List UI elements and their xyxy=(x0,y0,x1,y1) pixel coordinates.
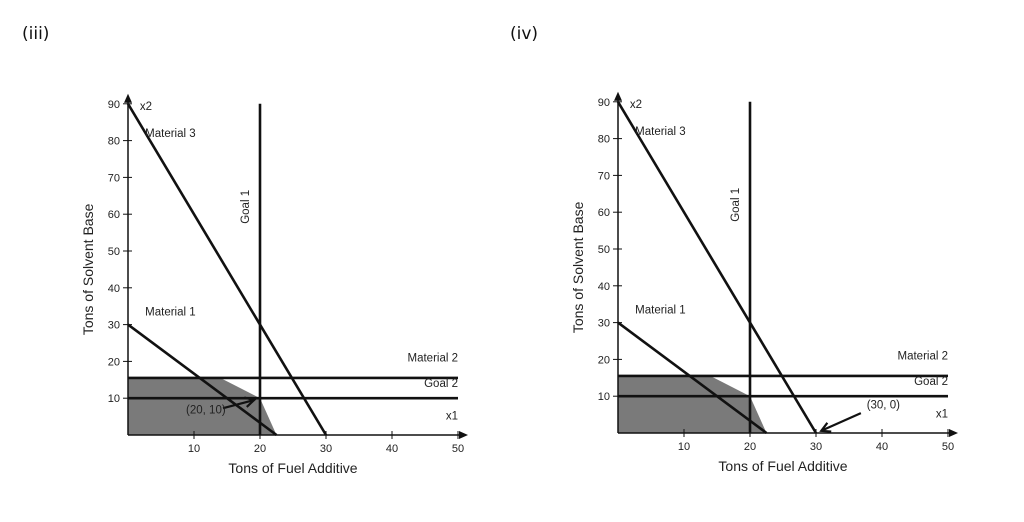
goal-1-label: Goal 1 xyxy=(730,188,742,222)
panel-label-iii: (iii) xyxy=(22,24,50,44)
goal-2-label: Goal 2 xyxy=(424,378,458,390)
y-tick-label: 40 xyxy=(598,281,610,293)
y-tick-label: 10 xyxy=(598,391,610,403)
diagram-panel-iii: 10 20 30 40 50 10 20 30 40 50 60 70 80 90 Material 3 Ma… xyxy=(80,93,468,476)
material-1-label: Material 1 xyxy=(635,304,686,316)
annotation-arrow-shaft xyxy=(222,398,255,410)
x-tick-label: 50 xyxy=(452,443,464,455)
y-axis-title: Tons of Solvent Base xyxy=(80,203,96,335)
x-tick-label: 20 xyxy=(744,441,756,453)
y-tick-label: 50 xyxy=(108,246,120,258)
material-1-line xyxy=(127,323,278,437)
x1-axis-var-label: x1 xyxy=(446,411,458,423)
material-3-line xyxy=(126,103,328,436)
y-tick-label: 90 xyxy=(108,99,120,111)
y-tick-label: 90 xyxy=(598,97,610,109)
annotation-arrow-head xyxy=(819,422,832,433)
x-axis-arrow xyxy=(949,429,958,437)
x-tick-label: 10 xyxy=(678,441,690,453)
x2-axis-var-label: x2 xyxy=(140,101,152,113)
y-tick-label: 70 xyxy=(108,172,120,184)
y-axis-arrow xyxy=(614,91,622,101)
feasible-region xyxy=(618,375,767,433)
annotation-arrow-head xyxy=(244,396,257,408)
y-axis-arrow xyxy=(124,93,132,103)
y-tick-label: 20 xyxy=(108,356,120,368)
y-tick-label: 70 xyxy=(598,170,610,182)
y-tick-label: 80 xyxy=(598,134,610,146)
annotation-arrow-shaft xyxy=(820,412,862,432)
material-1-line xyxy=(617,321,768,435)
feasible-region xyxy=(128,377,277,435)
material-3-line xyxy=(616,101,818,434)
y-tick-label: 60 xyxy=(598,207,610,219)
material-3-label: Material 3 xyxy=(145,128,196,140)
x-tick-label: 50 xyxy=(942,441,954,453)
y-tick-label: 10 xyxy=(108,393,120,405)
y-tick-label: 80 xyxy=(108,136,120,148)
material-2-label: Material 2 xyxy=(898,350,949,362)
y-tick-label: 30 xyxy=(108,320,120,332)
diagram-panel-iv: 10 20 30 40 50 10 20 30 40 50 60 70 80 90 Material 3 Ma… xyxy=(570,91,958,474)
material-2-label: Material 2 xyxy=(408,352,459,364)
y-tick-label: 30 xyxy=(598,318,610,330)
x-tick-label: 40 xyxy=(386,443,398,455)
y-axis-title: Tons of Solvent Base xyxy=(570,201,586,333)
x-tick-label: 30 xyxy=(320,443,332,455)
goal-2-label: Goal 2 xyxy=(914,376,948,388)
x-axis-title: Tons of Fuel Additive xyxy=(228,460,357,476)
x-tick-label: 30 xyxy=(810,441,822,453)
y-tick-label: 40 xyxy=(108,283,120,295)
annotation-label: (20, 10) xyxy=(186,405,226,417)
x-tick-label: 40 xyxy=(876,441,888,453)
x1-axis-var-label: x1 xyxy=(936,409,948,421)
material-1-label: Material 1 xyxy=(145,306,196,318)
annotation-arrow xyxy=(222,396,257,410)
y-tick-label: 50 xyxy=(598,244,610,256)
goal-1-label: Goal 1 xyxy=(240,190,252,224)
annotation-arrow xyxy=(819,412,862,433)
x-tick-label: 20 xyxy=(254,443,266,455)
material-3-label: Material 3 xyxy=(635,126,686,138)
x2-axis-var-label: x2 xyxy=(630,99,642,111)
y-tick-label: 20 xyxy=(598,354,610,366)
x-axis-arrow xyxy=(459,431,468,439)
annotation-label: (30, 0) xyxy=(867,400,900,412)
x-axis-title: Tons of Fuel Additive xyxy=(718,458,847,474)
panel-label-iv: (iv) xyxy=(510,24,539,44)
y-tick-label: 60 xyxy=(108,209,120,221)
x-tick-label: 10 xyxy=(188,443,200,455)
